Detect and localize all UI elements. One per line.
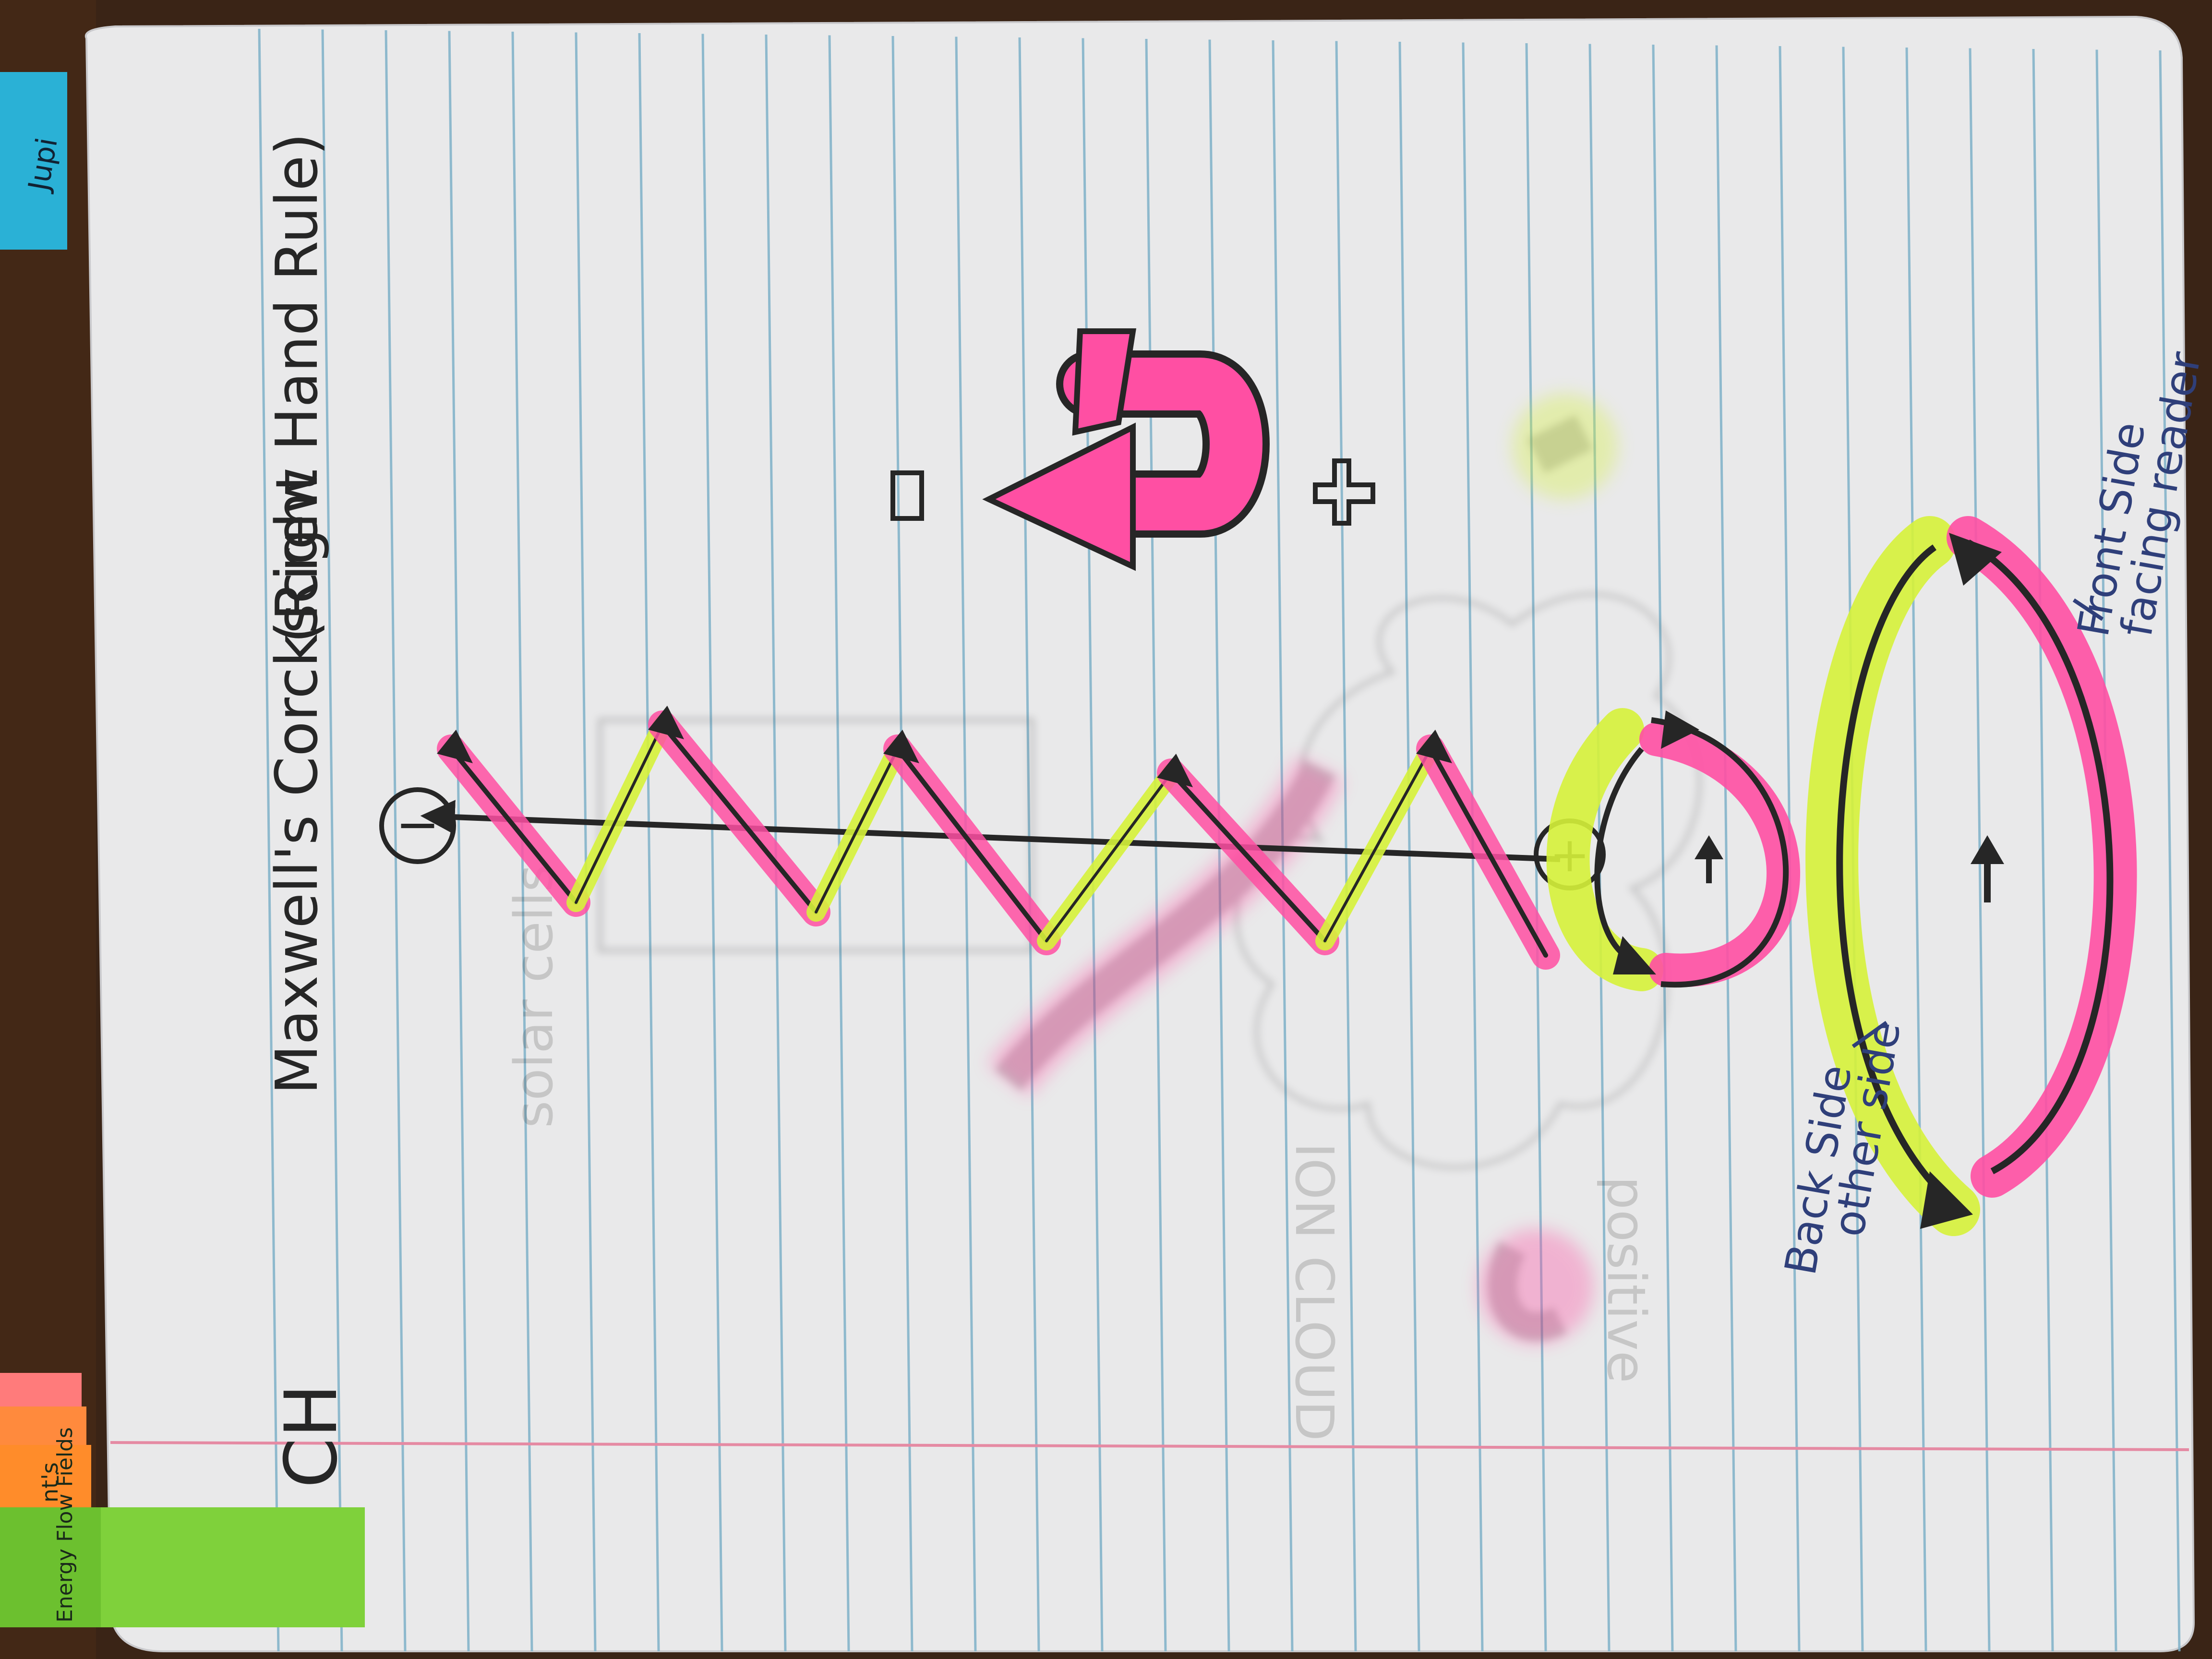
rule-line	[1082, 38, 1104, 1652]
page-subtitle: (Right Hand Rule)	[264, 133, 331, 643]
helix-arrowhead	[883, 730, 919, 763]
charge-negative: −	[379, 787, 456, 864]
margin-line	[110, 1441, 2189, 1451]
helix-back-stroke	[1045, 771, 1173, 942]
rule-line	[1398, 41, 1420, 1652]
rule-line	[1715, 45, 1737, 1652]
helix-back-stroke	[575, 723, 664, 904]
bleed-positive: positive	[1596, 1176, 1657, 1383]
rule-line	[828, 35, 850, 1652]
helix-arrowhead	[648, 706, 684, 739]
rule-lines	[258, 28, 2181, 1652]
helix-front-stroke	[660, 722, 818, 914]
rule-line	[258, 28, 280, 1652]
tab-label-green: Energy Flow Fields	[53, 1427, 77, 1623]
rule-line	[1652, 44, 1674, 1652]
rule-line	[1018, 37, 1040, 1652]
helix-front-stroke	[1169, 770, 1327, 943]
helix-zigzag	[437, 706, 1560, 970]
rule-line	[448, 31, 470, 1652]
tab-label-orange: nt's	[37, 1462, 63, 1503]
rule-line	[701, 34, 723, 1652]
page-title: Maxwell's Corckscrew	[264, 467, 331, 1094]
small-loop	[1546, 708, 1800, 991]
charge-negative-sign: −	[396, 793, 440, 855]
helix-front-stroke	[449, 746, 578, 905]
bleed-solar-cells: solar cells	[503, 865, 565, 1128]
tab-stack-left	[0, 1373, 365, 1627]
rule-line	[891, 36, 914, 1652]
rule-line	[1335, 41, 1357, 1652]
big-loop	[1805, 516, 2137, 1236]
rule-line	[638, 33, 660, 1652]
tab-blue	[0, 72, 67, 250]
rule-line	[2159, 50, 2181, 1652]
rule-line	[385, 30, 407, 1652]
helix-arrowhead	[437, 730, 473, 763]
helix-back-stroke	[815, 747, 899, 914]
helix-arrowhead	[1416, 730, 1452, 763]
helix-front-stroke	[1428, 746, 1548, 958]
bleed-ion-cloud: ION CLOUD	[1284, 1142, 1345, 1441]
rule-line	[321, 29, 343, 1652]
helix-arrowhead	[1157, 754, 1193, 787]
bleed-through-text: ION CLOUD positive solar cells	[503, 865, 1657, 1442]
initials: CH	[270, 1383, 353, 1488]
bleed-through-pink-glow	[987, 394, 1618, 1344]
minus-sign	[890, 470, 924, 521]
rule-line	[575, 32, 597, 1652]
tab-labels: nt's Energy Flow Fields Jupi	[22, 135, 77, 1623]
helix-back-stroke	[1323, 747, 1432, 942]
uturn-arrow	[982, 328, 1270, 571]
title-group: Maxwell's Corckscrew (Right Hand Rule) C…	[264, 133, 353, 1488]
plus-sign	[1313, 458, 1375, 526]
rule-line	[1905, 47, 1927, 1652]
rule-line	[2032, 48, 2054, 1652]
helix-front-stroke	[895, 746, 1049, 943]
